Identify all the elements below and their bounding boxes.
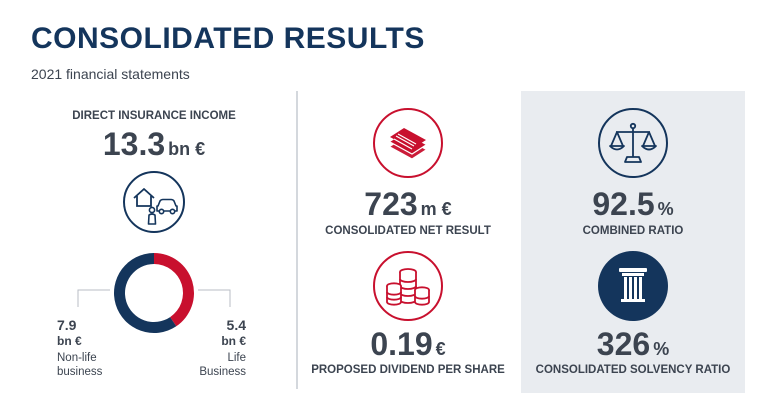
- income-value: 13.3 bn €: [54, 128, 254, 160]
- life-label: Life Business: [199, 352, 246, 379]
- scales-icon: [598, 108, 668, 178]
- net-result-label: CONSOLIDATED NET RESULT: [325, 225, 491, 237]
- pillar-icon: [598, 251, 668, 321]
- column-divider: [296, 91, 298, 389]
- donut-slice-nonlife: [114, 253, 177, 333]
- nonlife-value: 7.9 bn €: [57, 317, 82, 348]
- house-person-car-icon: [123, 171, 185, 233]
- life-connector: [198, 289, 231, 307]
- net-result-number: 723: [364, 186, 418, 222]
- combined-ratio-number: 92.5: [592, 186, 655, 222]
- nonlife-connector: [77, 289, 110, 307]
- combined-ratio-unit: %: [657, 199, 674, 219]
- solvency-unit: %: [653, 339, 670, 359]
- page-title: CONSOLIDATED RESULTS: [31, 22, 425, 55]
- donut-slice-life: [154, 253, 194, 327]
- income-number: 13.3: [102, 126, 166, 162]
- income-donut-chart: [77, 253, 231, 333]
- net-result-value: 723 m €: [308, 188, 508, 220]
- life-value: 5.4 bn €: [218, 317, 246, 348]
- dividend-label: PROPOSED DIVIDEND PER SHARE: [311, 364, 505, 376]
- dividend-number: 0.19: [370, 326, 433, 362]
- income-label: DIRECT INSURANCE INCOME: [72, 110, 236, 122]
- combined-ratio-label: COMBINED RATIO: [582, 225, 684, 237]
- net-result-unit: m €: [420, 199, 452, 219]
- nonlife-label: Non-life business: [57, 352, 103, 379]
- life-unit: bn €: [221, 333, 246, 348]
- nonlife-unit: bn €: [57, 333, 82, 348]
- solvency-value: 326%: [533, 328, 733, 360]
- solvency-number: 326: [596, 326, 651, 362]
- banknotes-icon: [373, 108, 443, 178]
- combined-ratio-value: 92.5%: [533, 188, 733, 220]
- coins-stack-icon: [373, 251, 443, 321]
- page-subtitle: 2021 financial statements: [31, 66, 190, 82]
- dividend-value: 0.19 €: [308, 328, 508, 360]
- nonlife-number: 7.9: [57, 317, 77, 333]
- solvency-label: CONSOLIDATED SOLVENCY RATIO: [535, 364, 731, 376]
- dividend-unit: €: [435, 339, 446, 359]
- life-number: 5.4: [226, 317, 246, 333]
- income-unit: bn €: [168, 139, 206, 159]
